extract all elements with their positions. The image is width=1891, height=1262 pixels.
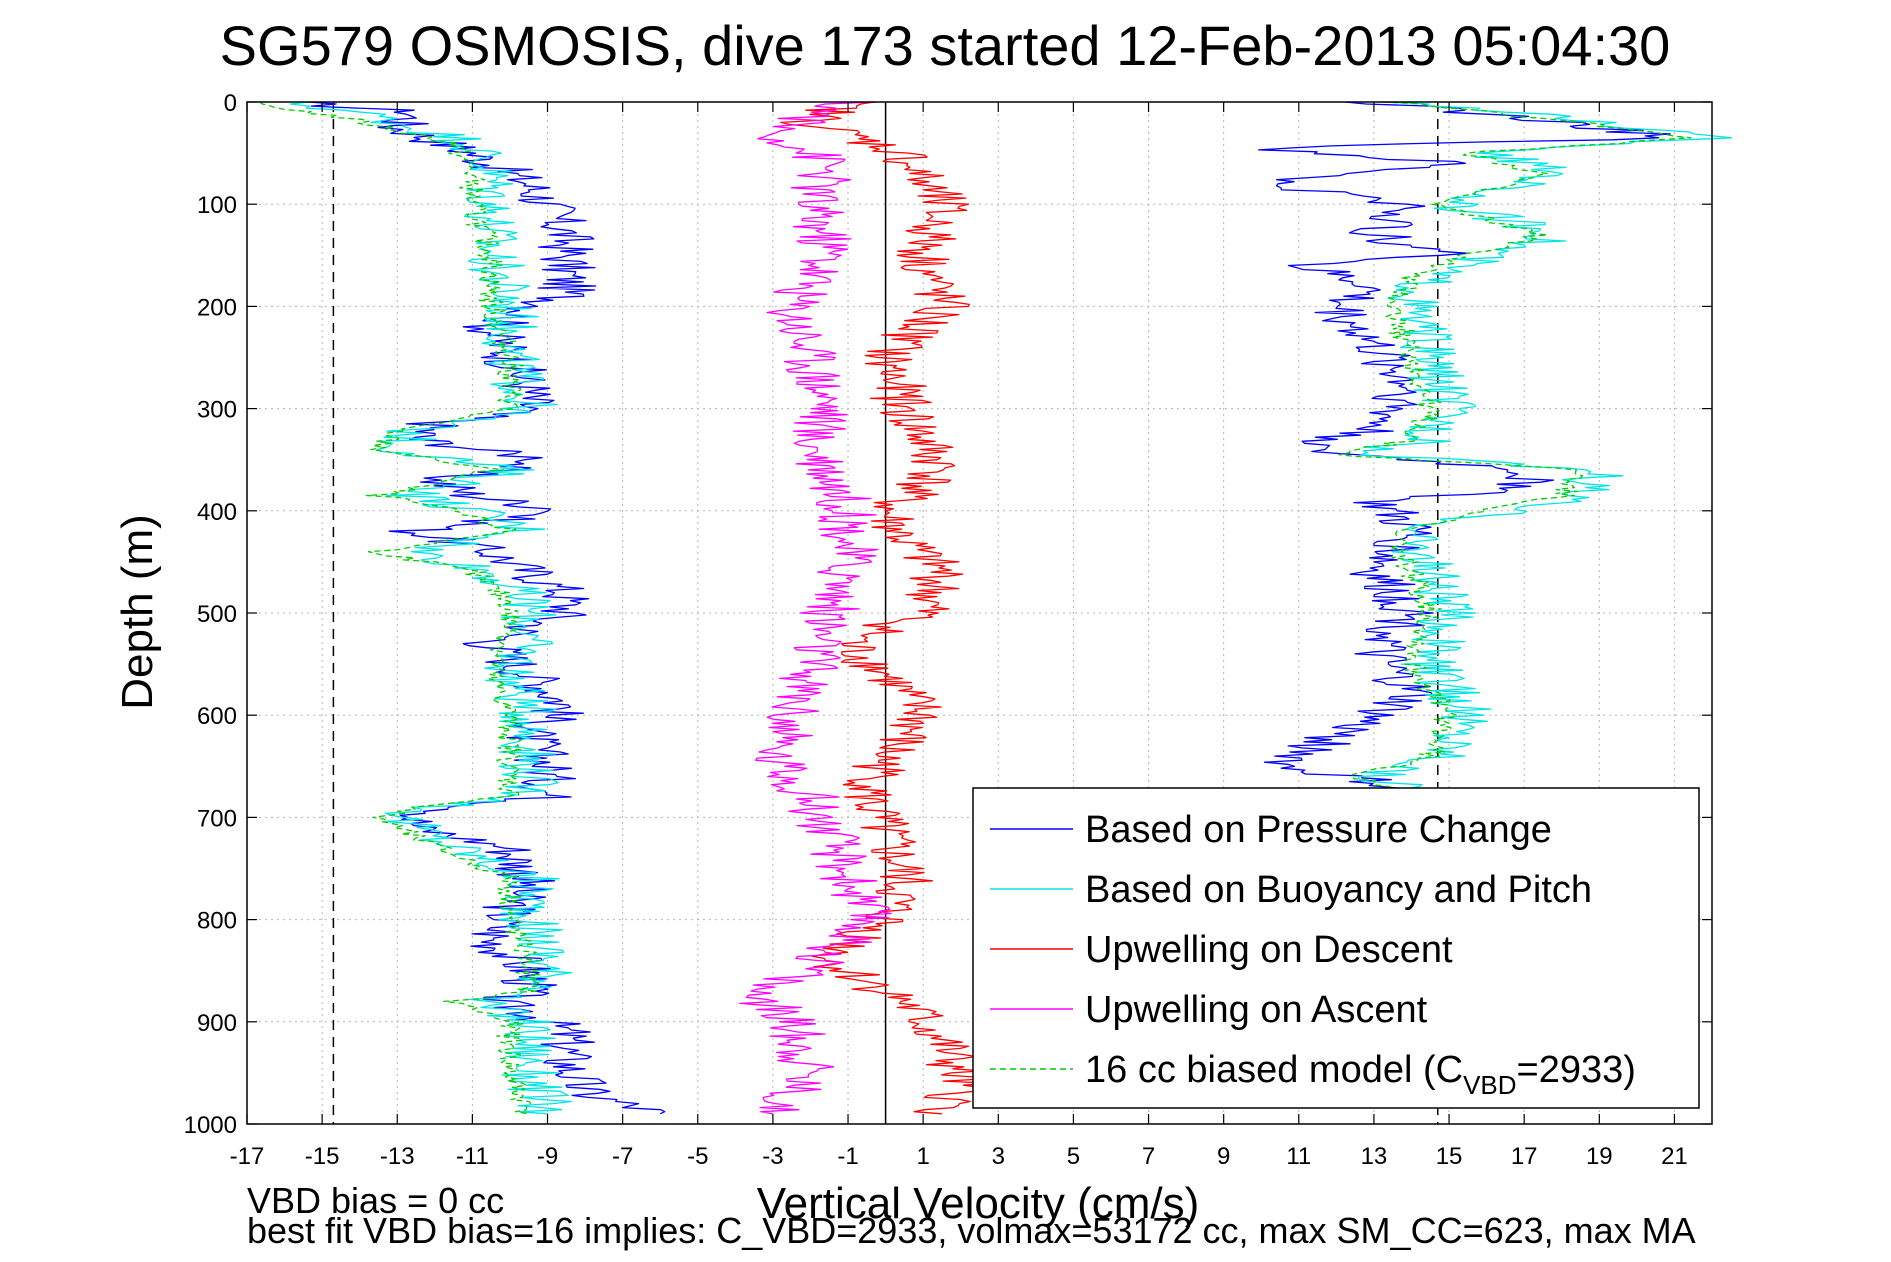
y-tick-label: 600	[197, 703, 237, 730]
x-tick-label: -3	[762, 1143, 783, 1170]
x-tick-label: -5	[687, 1143, 708, 1170]
x-tick-label: 13	[1361, 1143, 1388, 1170]
x-tick-label: 9	[1217, 1143, 1230, 1170]
series-line	[1338, 101, 1692, 798]
x-tick-label: -7	[612, 1143, 633, 1170]
x-tick-label: 19	[1586, 1143, 1613, 1170]
x-tick-label: 15	[1436, 1143, 1463, 1170]
series-line	[1258, 101, 1671, 798]
legend-label: Based on Pressure Change	[1085, 809, 1552, 851]
y-tick-label: 100	[197, 192, 237, 219]
y-tick-label: 400	[197, 499, 237, 526]
x-tick-label: -17	[230, 1143, 265, 1170]
x-tick-label: -13	[380, 1143, 415, 1170]
series-line	[739, 101, 892, 1115]
x-tick-label: 5	[1067, 1143, 1080, 1170]
vbd-bias-note: VBD bias = 0 cc	[247, 1180, 505, 1221]
y-tick-label: 200	[197, 294, 237, 321]
axis-ticks: -17 -15 -13 -11 -9 -7 -5 -3 -1 1 3 5 7 9 11 13 15 17 19 210…	[184, 90, 1712, 1170]
y-tick-label: 0	[224, 90, 237, 117]
x-tick-label: 21	[1661, 1143, 1688, 1170]
series-line	[307, 101, 666, 1115]
y-tick-label: 500	[197, 601, 237, 628]
series-line	[289, 101, 573, 1115]
x-tick-label: -15	[305, 1143, 340, 1170]
chart-title: SG579 OSMOSIS, dive 173 started 12-Feb-2…	[220, 14, 1671, 77]
y-tick-label: 300	[197, 397, 237, 424]
legend: Based on Pressure Change Based on Buoyanc…	[972, 787, 1700, 1109]
x-tick-label: 3	[992, 1143, 1005, 1170]
series-line	[1358, 101, 1733, 798]
x-tick-label: -1	[837, 1143, 858, 1170]
series-line	[259, 101, 541, 1115]
x-tick-label: 11	[1286, 1143, 1311, 1170]
legend-box	[972, 787, 1700, 1109]
series-line	[780, 101, 990, 1115]
x-tick-label: 7	[1142, 1143, 1155, 1170]
legend-label: Upwelling on Ascent	[1085, 989, 1428, 1031]
legend-label: Based on Buoyancy and Pitch	[1085, 869, 1592, 911]
plot-area: -17 -15 -13 -11 -9 -7 -5 -3 -1 1 3 5 7 9 11 13 15 17 19 210…	[184, 90, 1733, 1170]
y-axis-label: Depth (m)	[113, 514, 162, 710]
y-tick-label: 700	[197, 805, 237, 832]
x-tick-label: -11	[456, 1143, 489, 1170]
y-tick-label: 900	[197, 1010, 237, 1037]
x-tick-label: 17	[1511, 1143, 1538, 1170]
x-axis-label: Vertical Velocity (cm/s)	[757, 1179, 1200, 1228]
y-tick-label: 1000	[184, 1112, 237, 1139]
y-tick-label: 800	[197, 908, 237, 935]
x-tick-label: -9	[537, 1143, 558, 1170]
best-fit-note: best fit VBD bias=16 implies: C_VBD=2933…	[247, 1210, 1696, 1251]
series-layer	[259, 101, 1733, 1115]
x-tick-label: 1	[916, 1143, 929, 1170]
legend-label: Upwelling on Descent	[1085, 929, 1453, 971]
